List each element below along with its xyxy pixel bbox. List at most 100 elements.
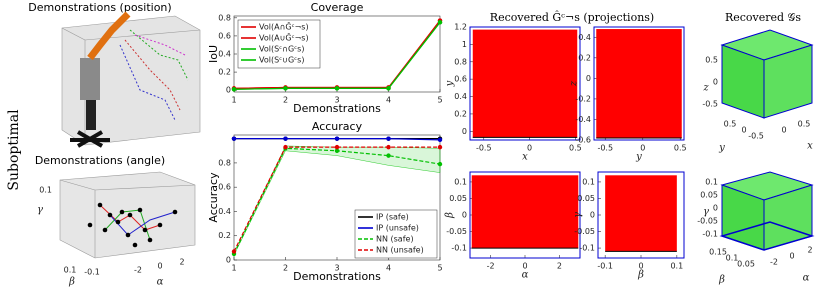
y-tick-label: 0.8	[218, 13, 231, 22]
y-tick-label: 0	[590, 211, 595, 220]
y-tick-label: -0.1	[451, 244, 467, 253]
tick-label: 0.05	[700, 191, 718, 200]
x-axis-label: α	[522, 270, 529, 281]
x-tick-label: 2	[557, 262, 562, 271]
series-point	[283, 136, 288, 141]
x-tick-label: -0.5	[597, 144, 613, 153]
x-tick-label: 2	[283, 96, 288, 105]
legend-label: IP (unsafe)	[376, 224, 419, 233]
y-tick-label: 0	[586, 74, 591, 83]
x-tick-label: 0	[640, 144, 645, 153]
axis-label: α	[157, 277, 164, 288]
axis-label: y	[718, 143, 725, 154]
tick-label: 0	[713, 204, 718, 213]
tick-label: 2	[807, 246, 812, 255]
legend-label: NN (unsafe)	[376, 246, 424, 255]
y-tick-label: 0.6	[218, 31, 231, 40]
x-tick-label: 1	[231, 264, 236, 273]
axis-label: γ	[37, 205, 43, 216]
angle-scene	[59, 171, 196, 259]
y-tick-label: 0.2	[578, 53, 591, 62]
tick-label: 0	[713, 78, 718, 87]
y-tick-label: -0.1	[579, 244, 595, 253]
region	[471, 175, 579, 249]
y-tick-label: 0.2	[218, 68, 231, 77]
y-tick-label: -0.05	[446, 227, 467, 236]
tick-label: 0	[741, 126, 746, 135]
x-tick-label: 2	[283, 264, 288, 273]
axis-label: β	[718, 275, 725, 286]
panel-title: Demonstrations (position)	[28, 1, 171, 14]
x-axis-label: y	[635, 152, 642, 163]
plot-frame	[597, 171, 685, 259]
region	[472, 29, 578, 138]
y-tick-label: 0	[226, 86, 231, 95]
tick-label: -2	[770, 258, 778, 267]
tick-label: 0.05	[737, 260, 755, 269]
tick-label: 0	[781, 126, 786, 135]
row-label: Suboptimal	[6, 109, 22, 191]
series-point	[231, 87, 237, 92]
series-point	[283, 86, 288, 91]
tick-label: -0.5	[702, 100, 718, 109]
x-tick-label: 5	[437, 264, 442, 273]
x-axis-label: Demonstrations	[293, 102, 381, 115]
y-axis-label: Accuracy	[207, 172, 220, 223]
x-tick-label: 4	[386, 264, 391, 273]
series-point	[334, 136, 340, 141]
series-point	[334, 144, 340, 150]
tick-label: -0.1	[702, 230, 718, 239]
x-tick-label: 0	[638, 262, 643, 271]
series-point	[437, 137, 443, 143]
chart-title: Accuracy	[312, 120, 363, 133]
legend-label: IP (safe)	[376, 213, 409, 222]
y-tick-label: 0.6	[454, 75, 467, 84]
series-point	[283, 144, 288, 150]
tick-label: 2	[179, 258, 184, 267]
y-tick-label: 0.2	[454, 109, 467, 118]
series-point	[437, 144, 443, 150]
tick-label: -0.05	[697, 217, 718, 226]
tick-label: 0.1	[726, 254, 739, 263]
y-axis-label: y	[445, 80, 456, 87]
legend-box	[354, 209, 438, 259]
tick-label: 0.5	[724, 120, 737, 129]
x-tick-label: 3	[334, 264, 339, 273]
y-axis-label: γ	[573, 212, 584, 218]
tick-label: 0	[789, 252, 794, 261]
legend-label: Vol(Sᶜ∪Gᶜs)	[259, 56, 304, 65]
series-point	[386, 136, 391, 141]
y-tick-label: 0.2	[218, 231, 231, 240]
y-tick-label: 0.1	[454, 177, 467, 186]
x-tick-label: -2	[487, 262, 495, 271]
y-axis-label: β	[445, 212, 456, 219]
region	[596, 29, 682, 138]
panel-title: Recovered 𝒢s	[725, 11, 801, 24]
cube-top	[720, 29, 814, 119]
tick-label: 0	[157, 262, 162, 271]
y-tick-label: 1.2	[454, 23, 467, 32]
x-tick-label: -0.5	[476, 144, 492, 153]
y-tick-label: 0	[226, 256, 231, 265]
series-line	[233, 146, 440, 252]
x-tick-label: 0.5	[569, 144, 582, 153]
tick-label: 0.1	[64, 266, 77, 275]
region	[605, 175, 677, 252]
tick-label: -0.1	[84, 268, 100, 277]
tick-label: -0.5	[748, 132, 764, 141]
y-tick-label: -0.2	[575, 94, 591, 103]
axis-label: α	[803, 273, 810, 284]
tick-label: 0.1	[705, 178, 718, 187]
x-tick-label: 0.5	[674, 144, 687, 153]
y-tick-label: -0.6	[575, 136, 591, 145]
y-tick-label: 0.1	[582, 177, 595, 186]
x-tick-label: 0.1	[670, 262, 683, 271]
tick-label: -2	[134, 266, 142, 275]
cube-bottom	[719, 171, 815, 251]
series-point	[231, 136, 237, 141]
x-tick-label: 5	[437, 96, 442, 105]
series-point	[437, 161, 443, 167]
axis-label: x	[807, 141, 813, 152]
y-tick-label: 0.8	[454, 57, 467, 66]
